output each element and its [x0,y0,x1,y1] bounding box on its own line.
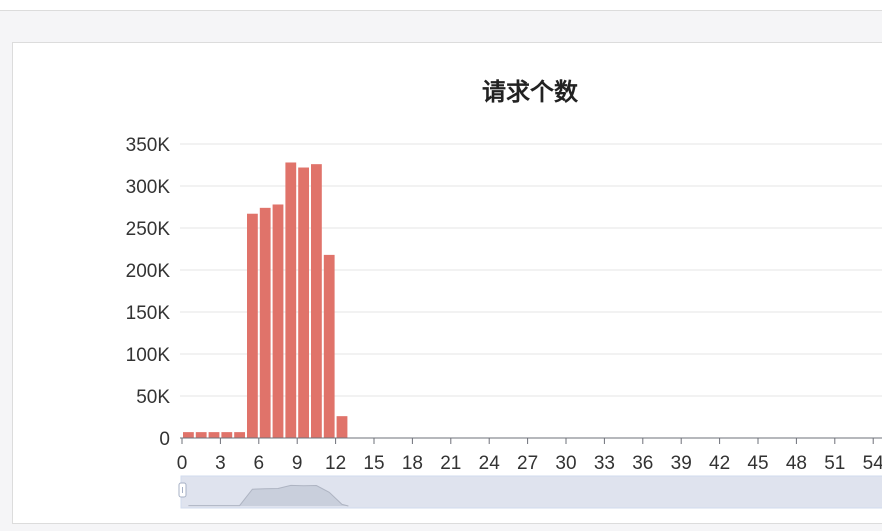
y-axis: 0 50K 100K 150K 200K 250K 300K 350K [126,135,171,450]
bar [336,416,348,438]
x-tick-label: 30 [555,453,576,474]
bar [183,432,194,438]
bar [272,204,284,438]
zoom-line-shadow [188,484,349,507]
x-tick-label: 21 [440,453,461,474]
y-tick-label: 150K [126,303,171,324]
x-tick-label: 24 [479,453,501,474]
zoom-area-shadow [188,485,349,506]
y-tick-label: 200K [126,261,171,282]
bar [247,213,258,438]
y-tick-label: 0 [159,429,170,450]
x-tick-label: 3 [215,453,226,474]
top-card [0,0,882,11]
x-tick-label: 45 [747,453,768,474]
x-tick-label: 42 [709,453,730,474]
chart-title: 请求个数 [482,78,578,106]
x-tick-label: 27 [517,453,538,474]
x-tick-label: 18 [402,453,423,474]
x-tick-label: 9 [292,453,303,474]
y-tick-label: 50K [136,387,170,408]
chart-panel [12,42,882,524]
x-tick-label: 15 [363,453,384,474]
bar-series [183,162,348,439]
y-tick-label: 350K [126,135,171,156]
bar [311,164,322,438]
data-zoom-slider[interactable] [178,475,882,509]
bar [323,254,335,438]
x-tick-label: 12 [325,453,346,474]
grid-lines [180,143,882,397]
x-tick-label: 39 [671,453,692,474]
x-tick-label: 33 [594,453,615,474]
bar [259,207,271,438]
x-tick-label: 36 [632,453,653,474]
bar [285,162,297,439]
bar [298,167,309,438]
x-tick-label: 48 [786,453,807,474]
y-tick-label: 250K [126,219,171,240]
bar [208,432,220,438]
bar [234,432,245,438]
x-axis: 0 3 6 9 12 15 18 21 24 27 30 33 36 39 42 45 48 51 54 [177,437,882,474]
x-tick-label: 51 [824,453,845,474]
x-tick-label: 54 [863,453,882,474]
bar [195,432,207,438]
y-tick-label: 100K [126,345,171,366]
x-tick-label: 6 [254,453,265,474]
x-tick-label: 0 [177,453,188,474]
y-tick-label: 300K [126,177,171,198]
bar [221,432,233,438]
